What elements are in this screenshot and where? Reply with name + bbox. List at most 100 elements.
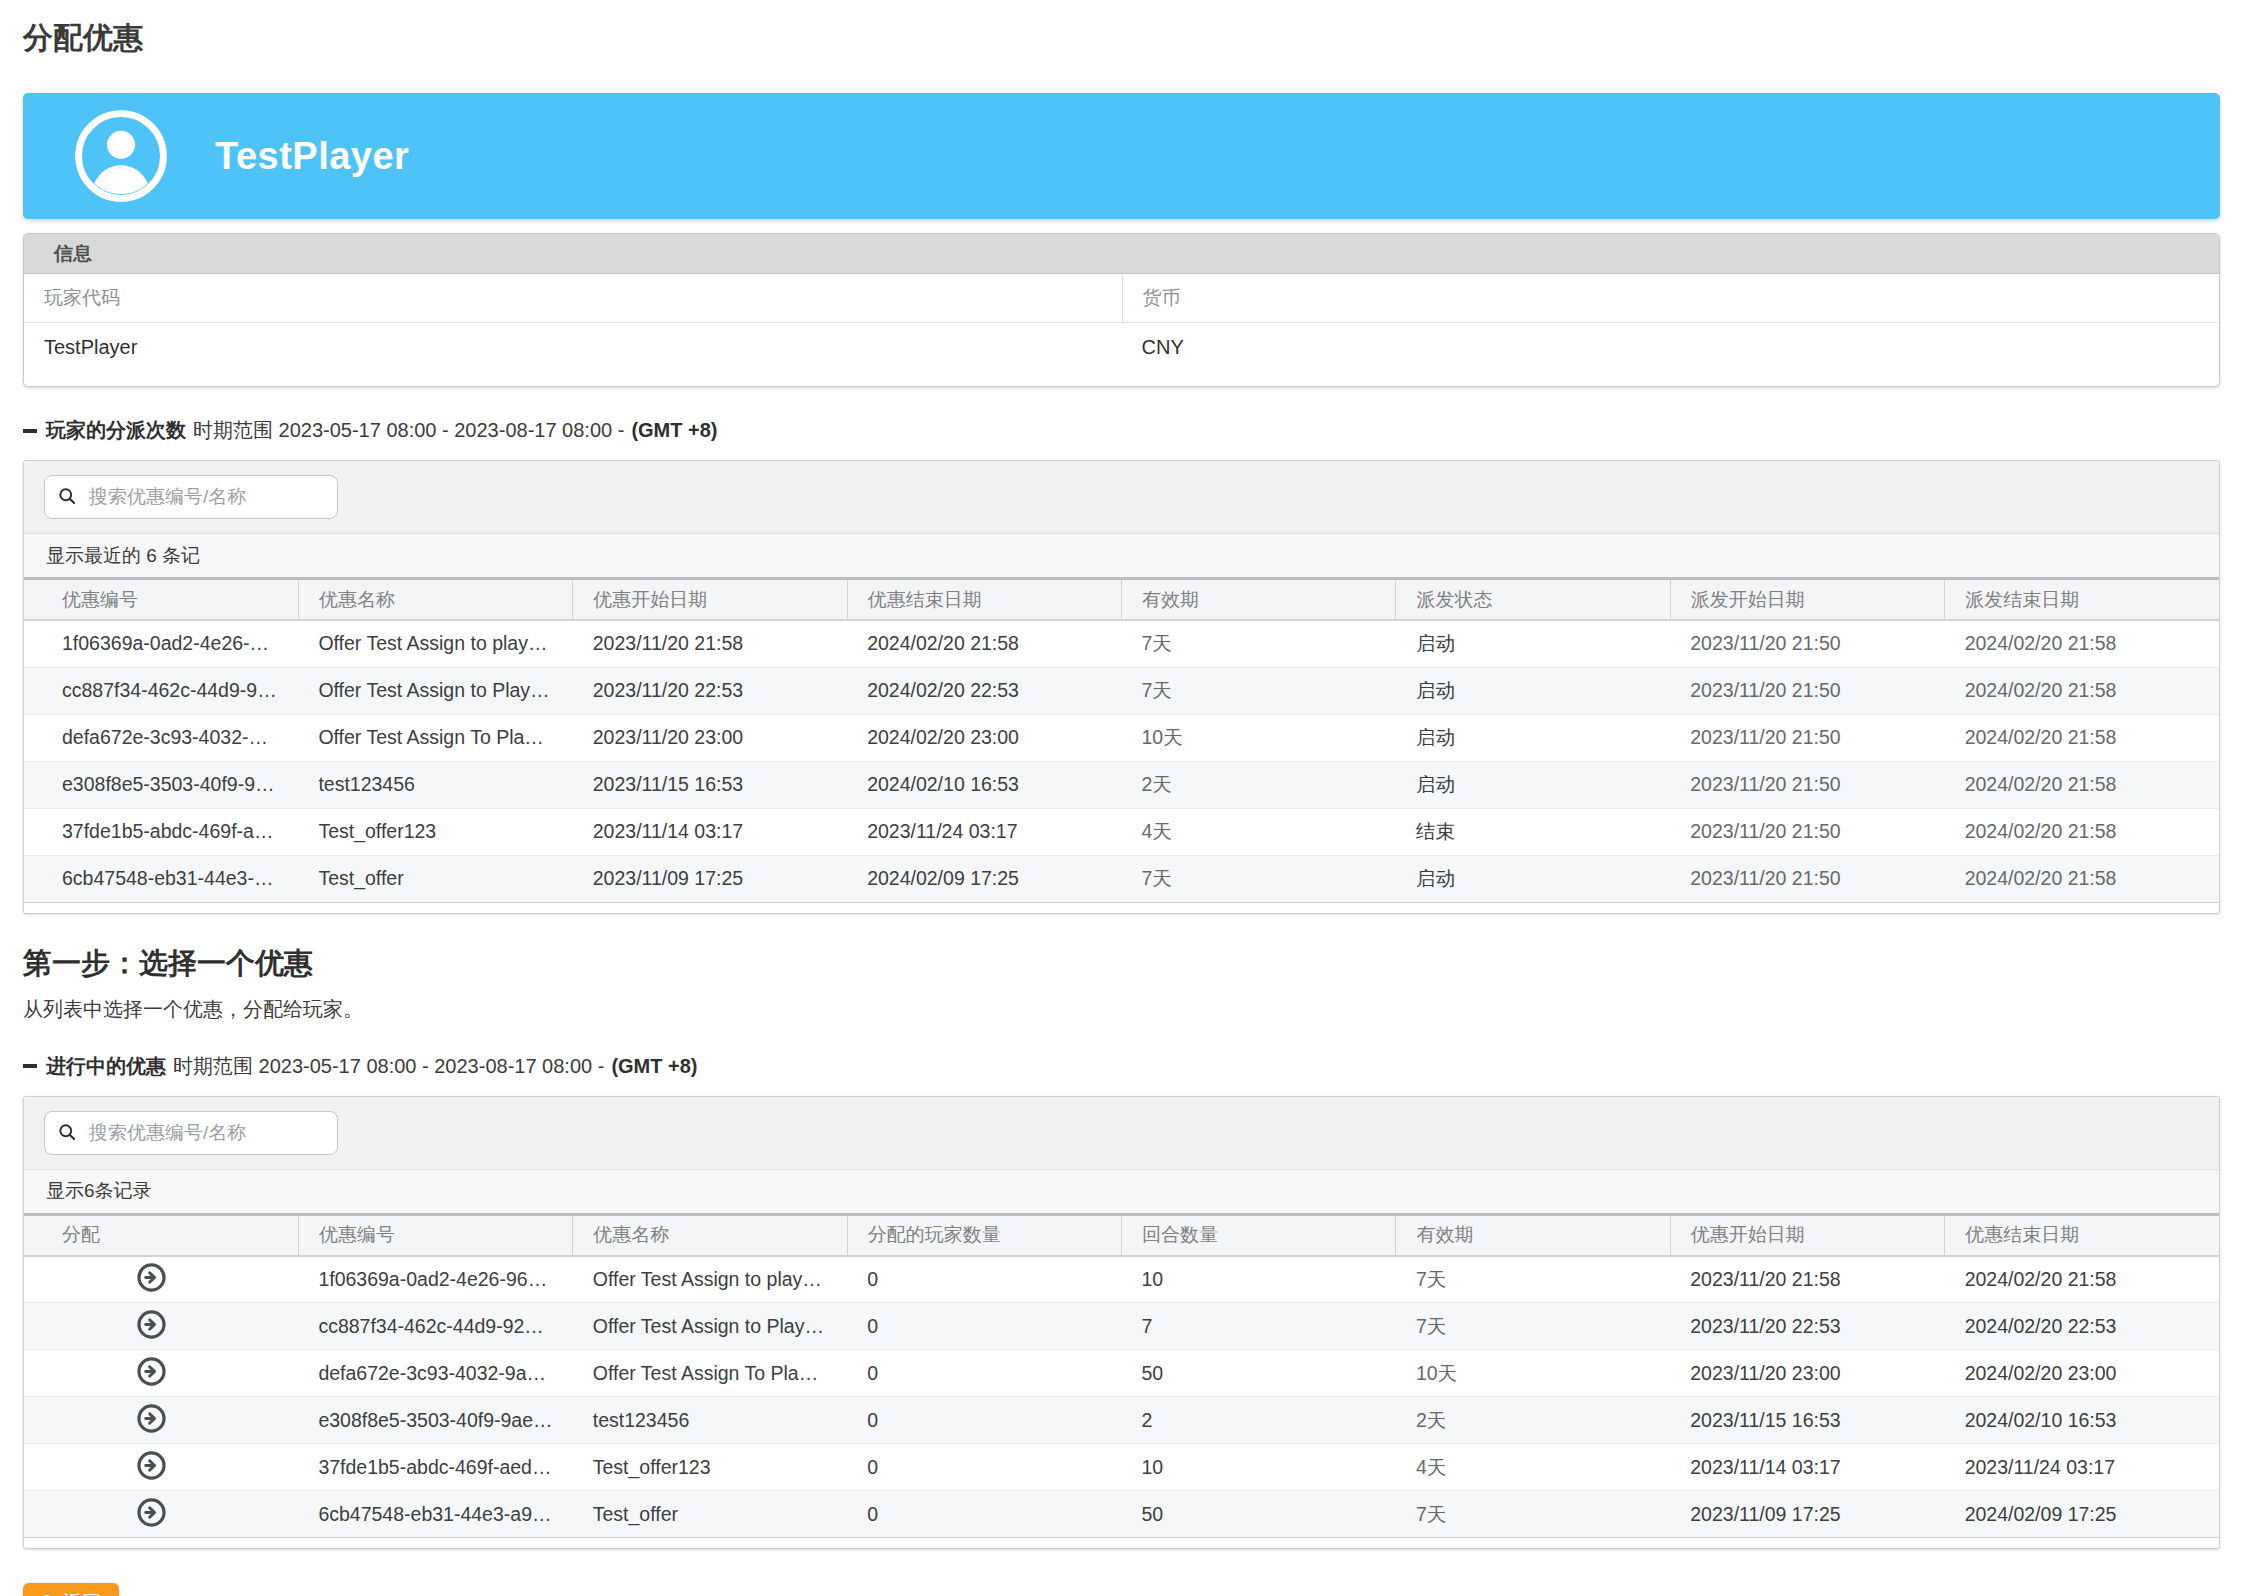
assign-offer-button[interactable] [134, 1260, 169, 1295]
cell: 10 [1122, 1256, 1396, 1303]
section-period: 时期范围 2023-05-17 08:00 - 2023-08-17 08:00… [193, 417, 624, 444]
section-heading-dispatch-count: 玩家的分派次数 时期范围 2023-05-17 08:00 - 2023-08-… [23, 417, 2220, 444]
cell: 7天 [1122, 620, 1396, 667]
column-header-2[interactable]: 优惠名称 [573, 1216, 847, 1256]
assign-offer-button[interactable] [134, 1354, 169, 1389]
cell: 2024/02/20 21:58 [1945, 1256, 2219, 1303]
offer-search-input[interactable] [44, 475, 338, 519]
cell: 50 [1122, 1350, 1396, 1397]
offer-search-input[interactable] [44, 1111, 338, 1155]
assign-offer-page: 分配优惠 TestPlayer 信息 玩家代码 货币 TestPlayer CN… [0, 0, 2243, 1596]
info-card-header: 信息 [24, 234, 2219, 274]
cell: Test_offer123 [298, 808, 572, 855]
section-gmt: (GMT +8) [611, 1055, 697, 1078]
cell: 2023/11/24 03:17 [847, 808, 1121, 855]
cell: 1f06369a-0ad2-4e26-9623-... [298, 1256, 572, 1303]
assign-offer-button[interactable] [134, 1495, 169, 1530]
collapse-icon[interactable] [23, 429, 37, 433]
cell: 2天 [1396, 1397, 1670, 1444]
cell: Offer Test Assign to Player CN [573, 1303, 847, 1350]
table-row: 1f06369a-0ad2-4e26-9623-...Offer Test As… [24, 620, 2219, 667]
column-header-3[interactable]: 分配的玩家数量 [847, 1216, 1121, 1256]
player-code-value: TestPlayer [24, 323, 1122, 386]
column-header-4[interactable]: 回合数量 [1122, 1216, 1396, 1256]
page-title: 分配优惠 [23, 18, 2220, 59]
cell: 0 [847, 1256, 1121, 1303]
column-header-0[interactable]: 分配 [24, 1216, 298, 1256]
column-header-4[interactable]: 有效期 [1122, 580, 1396, 620]
assign-cell [24, 1444, 298, 1491]
cell: 2024/02/09 17:25 [847, 855, 1121, 902]
column-header-6[interactable]: 派发开始日期 [1670, 580, 1944, 620]
cell: Offer Test Assign to Player CN [298, 667, 572, 714]
table-row: defa672e-3c93-4032-9ae5-4...Offer Test A… [24, 1350, 2219, 1397]
column-header-6[interactable]: 优惠开始日期 [1670, 1216, 1944, 1256]
cell: 2024/02/09 17:25 [1945, 1491, 2219, 1538]
column-header-0[interactable]: 优惠编号 [24, 580, 298, 620]
cell: Test_offer [573, 1491, 847, 1538]
cell: 启动 [1396, 620, 1670, 667]
cell: 2023/11/09 17:25 [1670, 1491, 1944, 1538]
cell: 2024/02/10 16:53 [847, 761, 1121, 808]
cell: 2023/11/20 21:50 [1670, 761, 1944, 808]
player-banner: TestPlayer [23, 93, 2220, 219]
table-row: 1f06369a-0ad2-4e26-9623-...Offer Test As… [24, 1256, 2219, 1303]
cell: 2024/02/20 21:58 [1945, 620, 2219, 667]
back-button[interactable]: ❮ 返回 [23, 1583, 119, 1596]
section-title: 玩家的分派次数 [46, 417, 186, 444]
step-description: 从列表中选择一个优惠，分配给玩家。 [23, 996, 2220, 1023]
cell: Test_offer123 [573, 1444, 847, 1491]
table-row: defa672e-3c93-4032-9ae5-4...Offer Test A… [24, 714, 2219, 761]
column-header-7[interactable]: 优惠结束日期 [1945, 1216, 2219, 1256]
cell: 2024/02/20 22:53 [1945, 1303, 2219, 1350]
cell: 2024/02/20 23:00 [847, 714, 1121, 761]
cell: 2023/11/24 03:17 [1945, 1444, 2219, 1491]
cell: 2023/11/20 21:58 [1670, 1256, 1944, 1303]
column-header-3[interactable]: 优惠结束日期 [847, 580, 1121, 620]
cell: 7天 [1396, 1256, 1670, 1303]
column-header-1[interactable]: 优惠名称 [298, 580, 572, 620]
assign-cell [24, 1491, 298, 1538]
column-header-5[interactable]: 派发状态 [1396, 580, 1670, 620]
cell: defa672e-3c93-4032-9ae5-4... [298, 1350, 572, 1397]
cell: 0 [847, 1350, 1121, 1397]
back-button-label: 返回 [63, 1590, 101, 1596]
cell: 4天 [1122, 808, 1396, 855]
table-row: 37fde1b5-abdc-469f-aed2-1f...Test_offer1… [24, 1444, 2219, 1491]
currency-label: 货币 [1122, 274, 2220, 322]
cell: 37fde1b5-abdc-469f-aed2-1f... [298, 1444, 572, 1491]
arrow-right-circle-icon [136, 1497, 167, 1528]
cell: 7天 [1122, 667, 1396, 714]
assign-offer-button[interactable] [134, 1448, 169, 1483]
cell: 2023/11/09 17:25 [573, 855, 847, 902]
column-header-1[interactable]: 优惠编号 [298, 1216, 572, 1256]
cell: 7 [1122, 1303, 1396, 1350]
collapse-icon[interactable] [23, 1064, 37, 1068]
player-avatar-icon [73, 108, 169, 204]
column-header-7[interactable]: 派发结束日期 [1945, 580, 2219, 620]
cell: 10天 [1122, 714, 1396, 761]
assign-offer-button[interactable] [134, 1401, 169, 1436]
assign-offer-button[interactable] [134, 1307, 169, 1342]
cell: 2023/11/14 03:17 [1670, 1444, 1944, 1491]
cell: 0 [847, 1444, 1121, 1491]
search-strip [24, 461, 2219, 534]
arrow-right-circle-icon [136, 1309, 167, 1340]
arrow-right-circle-icon [136, 1356, 167, 1387]
cell: 2023/11/20 21:50 [1670, 855, 1944, 902]
cell: test123456 [298, 761, 572, 808]
column-header-2[interactable]: 优惠开始日期 [573, 580, 847, 620]
arrow-right-circle-icon [136, 1262, 167, 1293]
cell: 2024/02/20 21:58 [1945, 761, 2219, 808]
cell: 2024/02/20 23:00 [1945, 1350, 2219, 1397]
cell: test123456 [573, 1397, 847, 1444]
assign-cell [24, 1256, 298, 1303]
player-code-label: 玩家代码 [24, 274, 1122, 322]
assign-cell [24, 1350, 298, 1397]
cell: 启动 [1396, 761, 1670, 808]
column-header-5[interactable]: 有效期 [1396, 1216, 1670, 1256]
currency-value: CNY [1122, 323, 2220, 386]
cell: 0 [847, 1491, 1121, 1538]
assign-cell [24, 1397, 298, 1444]
record-count-text: 显示最近的 6 条记 [24, 534, 2219, 580]
